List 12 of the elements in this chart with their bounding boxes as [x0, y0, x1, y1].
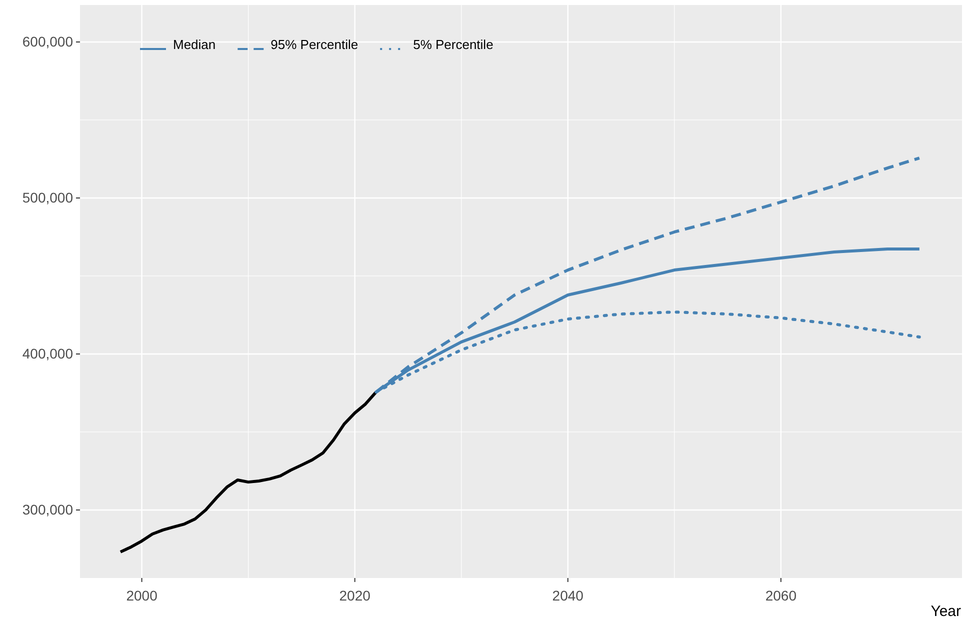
legend-label: 5% Percentile [413, 37, 494, 52]
legend-label: 95% Percentile [270, 37, 358, 52]
y-tick-label: 300,000 [22, 501, 74, 518]
legend-label: Median [173, 37, 216, 52]
x-tick-label: 2040 [552, 587, 584, 604]
x-tick-label: 2000 [126, 587, 158, 604]
y-tick-label: 500,000 [22, 189, 74, 206]
x-tick-label: 2020 [339, 587, 371, 604]
y-tick-label: 600,000 [22, 33, 74, 50]
x-axis-title: Year [930, 603, 961, 620]
y-tick-label: 400,000 [22, 345, 74, 362]
x-tick-label: 2060 [765, 587, 797, 604]
